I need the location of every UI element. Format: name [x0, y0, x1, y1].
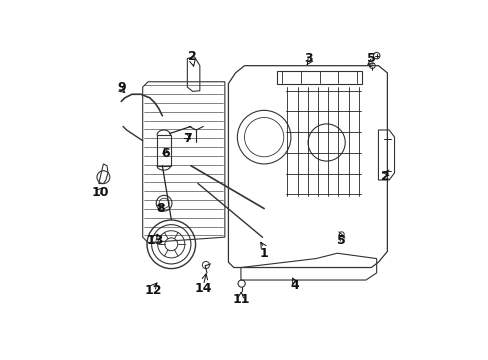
Bar [276, 71, 362, 84]
Text: 4: 4 [289, 279, 298, 292]
Text: 7: 7 [183, 132, 191, 145]
Text: 9: 9 [117, 81, 125, 94]
Text: 1: 1 [259, 247, 268, 260]
Text: 13: 13 [146, 234, 163, 247]
Bar [157, 135, 170, 166]
Text: 3: 3 [304, 52, 312, 65]
Text: 14: 14 [194, 283, 212, 296]
Text: 5: 5 [366, 52, 375, 65]
Text: 2: 2 [381, 170, 389, 183]
Text: 5: 5 [336, 234, 345, 247]
Text: 10: 10 [91, 186, 108, 199]
Text: 11: 11 [232, 293, 249, 306]
Text: 6: 6 [161, 147, 170, 160]
Text: 8: 8 [156, 202, 164, 215]
Text: 2: 2 [188, 50, 197, 63]
Text: 12: 12 [144, 284, 162, 297]
